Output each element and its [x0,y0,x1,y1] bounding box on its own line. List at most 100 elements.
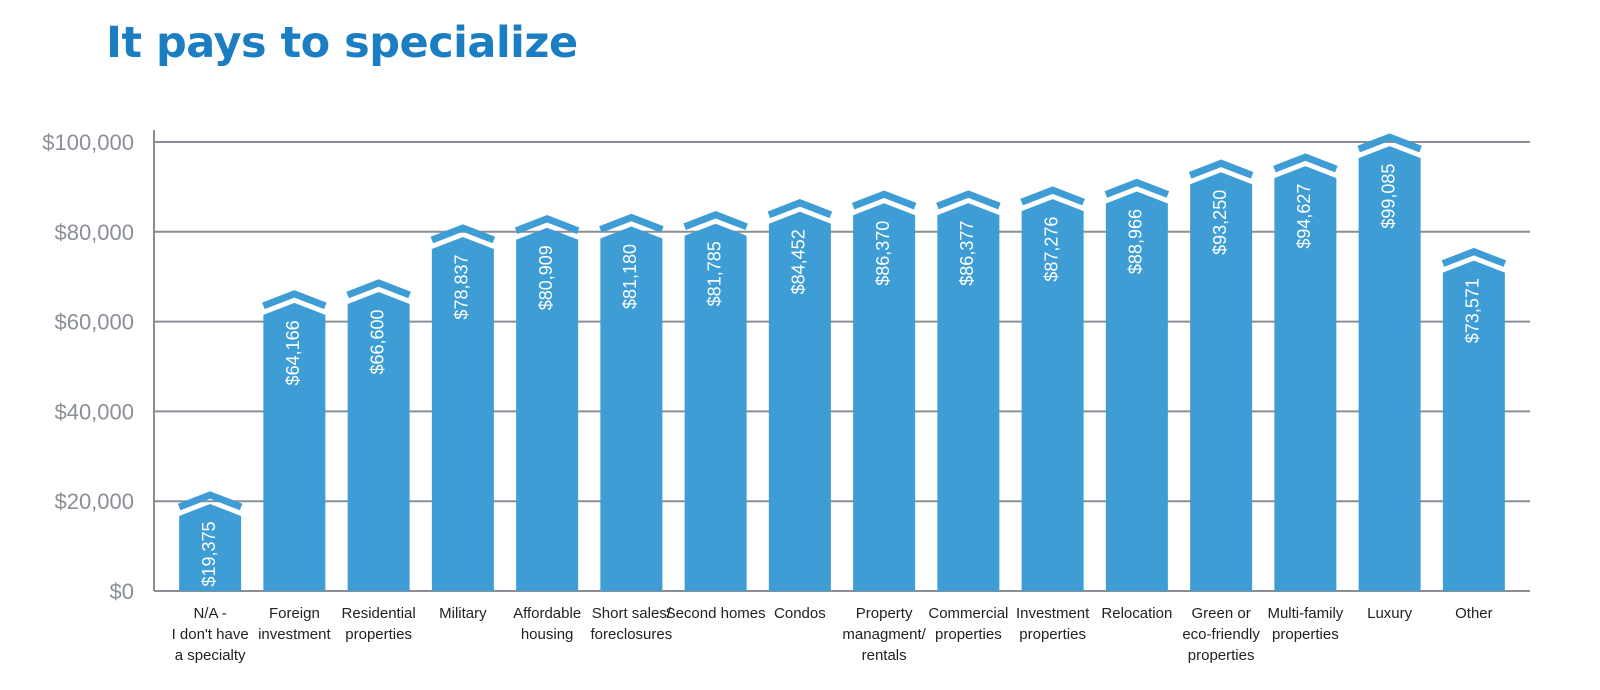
data-label: $81,180 [620,244,640,309]
x-tick-label-line: properties [1019,626,1086,643]
x-tick-label: Investment properties [1016,605,1090,643]
x-tick-label: Multi-family properties [1267,605,1343,643]
x-tick-label: Foreign investment [258,605,331,643]
x-tick-label-line: Relocation [1101,605,1172,622]
x-tick-label-line: Green or [1192,605,1251,622]
bar-group: $66,600 Residential properties [342,279,416,643]
bar-chevron [177,491,243,511]
data-label: $64,166 [283,320,303,385]
x-tick-label-line: properties [935,626,1002,643]
data-label: $84,452 [789,229,809,294]
bar [684,223,747,592]
bar-chevron [1104,178,1170,198]
data-label: $99,085 [1378,164,1398,229]
bar-chevron [767,199,833,219]
data-label: $93,250 [1210,190,1230,255]
bar-group: $78,837 Military [430,224,496,622]
bar-chevron [1020,186,1085,206]
bar [347,291,410,591]
bar [853,203,916,591]
bar [1105,191,1168,591]
bar-group: $94,627 Multi-family properties [1267,153,1344,643]
y-tick-label: $80,000 [54,220,134,245]
bar-chevron [262,290,327,310]
x-tick-label: Short sales/foreclosures [591,605,673,643]
x-tick-label-line: Affordable [513,605,581,622]
bar-group: $99,085 Luxury [1357,133,1422,622]
y-tick-label: $0 [110,579,134,604]
x-tick-label: Condos [774,605,826,622]
x-tick-label-line: properties [1272,626,1339,643]
bar-group: $81,180 Short sales/foreclosures [591,213,673,643]
bar-group: $81,785 Second homes [666,211,766,622]
x-tick-label-line: Multi-family [1267,605,1343,622]
bar [1190,172,1253,591]
data-label: $73,571 [1463,278,1483,343]
x-tick-label-line: properties [345,626,412,643]
x-tick-label-line: rentals [862,647,907,664]
x-tick-label: Relocation [1101,605,1172,622]
x-tick-label-line: managment/ [842,626,926,643]
x-tick-label-line: foreclosures [591,626,673,643]
bar [1021,199,1084,592]
bar [768,211,831,591]
data-label: $88,966 [1126,209,1146,274]
x-tick-label-line: I don't have [172,626,249,643]
bar-chevron [936,190,1001,210]
bar [937,203,1000,591]
bar-chevron [346,279,411,299]
bar-chevron [1357,133,1422,153]
x-tick-label-line: Luxury [1367,605,1413,622]
x-tick-label-line: a specialty [175,647,246,664]
page-title: It pays to specialize [106,18,578,68]
bar [431,237,494,592]
bar [600,226,663,591]
data-label: $94,627 [1294,184,1314,249]
data-label: $19,375 [199,521,219,586]
x-tick-label-line: properties [1188,647,1255,664]
bar-group: $80,909 Affordable housing [513,214,581,643]
x-tick-label: Residential properties [342,605,416,643]
x-tick-label-line: N/A - [193,605,226,622]
x-tick-label-line: Foreign [269,605,320,622]
y-tick-label: $100,000 [42,130,134,155]
bar-group: $86,377 Commercial properties [928,190,1008,643]
y-tick-label: $60,000 [54,310,134,335]
bar-group: $88,966 Relocation [1101,178,1172,622]
x-tick-label-line: Investment [1016,605,1090,622]
x-tick-label: Property managment/rentals [842,605,926,664]
x-tick-label-line: Other [1455,605,1493,622]
bar-chevron [599,213,664,233]
x-tick-label: Affordable housing [513,605,581,643]
bar-group: $86,370 Property managment/rentals [842,190,927,664]
bar [263,302,326,591]
x-tick-label: N/A - I don't have a specialty [172,605,249,664]
x-tick-label: Other [1455,605,1493,622]
x-tick-label-line: investment [258,626,331,643]
x-tick-label-line: Second homes [666,605,766,622]
bar-chevron [851,190,917,210]
bar-group: $19,375 N/A - I don't have a specialty [172,491,249,664]
bar-chevron [430,224,496,244]
bar [1274,166,1337,592]
bar-chevron [1441,247,1507,267]
x-tick-label: Luxury [1367,605,1413,622]
bar [179,504,242,591]
x-tick-label-line: Short sales/ [592,605,672,622]
data-label: $81,785 [704,241,724,306]
x-tick-label-line: Condos [774,605,826,622]
bar-group: $84,452 Condos [767,199,833,622]
data-label: $66,600 [367,309,387,374]
bar [1358,146,1421,592]
x-tick-label-line: housing [521,626,574,643]
bar-chevron [1188,159,1254,179]
x-tick-label: Commercial properties [928,605,1008,643]
x-tick-label: Second homes [666,605,766,622]
x-tick-label-line: Military [439,605,487,622]
y-tick-label: $20,000 [54,489,134,514]
bar [516,227,579,591]
bar-chevron [683,211,748,231]
data-label: $80,909 [536,245,556,310]
x-tick-label-line: Property [856,605,913,622]
